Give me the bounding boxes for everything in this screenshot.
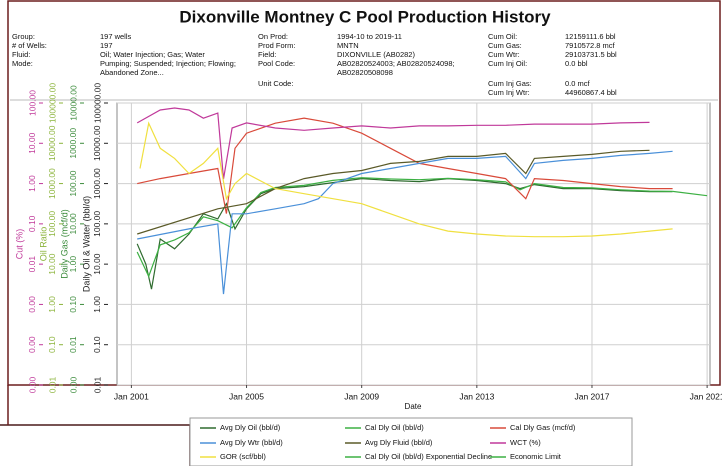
y-tick-label: 0.01: [27, 256, 37, 273]
y-tick-label: 100.00: [27, 90, 37, 116]
info-label: Group:: [12, 32, 35, 41]
y-tick-label: 0.10: [92, 336, 102, 353]
info-value: DIXONVILLE (AB0282): [337, 50, 415, 59]
info-label: Cum Oil:: [488, 32, 517, 41]
legend-label: WCT (%): [510, 438, 541, 447]
series-line: [137, 117, 673, 214]
legend-label: Avg Dly Oil (bbl/d): [220, 423, 281, 432]
plot-area: [116, 102, 711, 386]
info-value: Pumping; Suspended; Injection; Flowing;: [100, 59, 236, 68]
info-label: Cum Inj Gas:: [488, 79, 532, 88]
legend-label: Cal Dly Oil (bbl/d) Exponential Decline: [365, 452, 492, 461]
info-label: Cum Wtr:: [488, 50, 520, 59]
y-tick-label: 0.00: [27, 296, 37, 313]
y-tick-label: 1000.00: [68, 128, 78, 159]
info-value: 197: [100, 41, 113, 50]
info-label: Fluid:: [12, 50, 30, 59]
y-axis-title: Daily Gas (mcf/d): [59, 209, 69, 279]
info-value: 0.0 mcf: [565, 79, 591, 88]
info-value: AB02820524003; AB02820524098;: [337, 59, 455, 68]
plot-lines: [136, 107, 708, 295]
y-tick-label: 10000.00: [68, 85, 78, 121]
y-tick-label: 10.00: [92, 253, 102, 275]
info-value: 197 wells: [100, 32, 132, 41]
y-tick-label: 10.00: [47, 253, 57, 275]
info-label: Pool Code:: [258, 59, 295, 68]
y-tick-label: 1.00: [92, 296, 102, 313]
info-label: Field:: [258, 50, 276, 59]
x-axis-title: Date: [405, 402, 422, 411]
y-tick-label: 0.00: [27, 336, 37, 353]
y-tick-label: 0.10: [47, 336, 57, 353]
info-value: 44960867.4 bbl: [565, 88, 617, 97]
y-tick-label: 0.10: [68, 296, 78, 313]
x-tick-label: Jan 2017: [574, 391, 609, 401]
x-tick-label: Jan 2013: [459, 391, 494, 401]
y-tick-label: 1.00: [68, 256, 78, 273]
y-tick-label: 10.00: [68, 213, 78, 235]
y-tick-label: 1000.00: [47, 168, 57, 199]
legend-label: Avg Dly Wtr (bbl/d): [220, 438, 283, 447]
info-value: 29103731.5 bbl: [565, 50, 617, 59]
x-tick-label: Jan 2001: [114, 391, 149, 401]
y-tick-label: 0.01: [68, 336, 78, 353]
legend-box: [189, 417, 633, 466]
info-value: Abandoned Zone...: [100, 68, 164, 77]
info-label: Prod Form:: [258, 41, 296, 50]
y-axis-title: Daily Oil & Water (bbl/d): [81, 196, 91, 292]
info-label: Cum Inj Wtr:: [488, 88, 530, 97]
info-value: 7910572.8 mcf: [565, 41, 616, 50]
series-line: [139, 121, 673, 238]
y-tick-label: 0.01: [47, 376, 57, 393]
series-line: [136, 177, 673, 290]
y-tick-label: 10000.00: [47, 125, 57, 161]
legend-label: Cal Dly Gas (mcf/d): [510, 423, 576, 432]
legend-label: Economic Limit: [510, 452, 562, 461]
chart-title: Dixonville Montney C Pool Production His…: [179, 7, 551, 26]
info-label: Mode:: [12, 59, 33, 68]
x-tick-label: Jan 2009: [344, 391, 379, 401]
y-tick-label: 100000.00: [47, 83, 57, 123]
y-tick-label: 100.00: [92, 211, 102, 237]
info-value: 1994-10 to 2019-11: [337, 32, 402, 41]
y-tick-label: 100000.00: [92, 83, 102, 123]
y-axis-title: Cut (%): [14, 229, 24, 260]
y-tick-label: 1.00: [47, 296, 57, 313]
y-tick-label: 0.01: [92, 376, 102, 393]
series-line: [672, 190, 708, 197]
info-label: Unit Code:: [258, 79, 293, 88]
x-tick-label: Jan 2005: [229, 391, 264, 401]
legend-label: Cal Dly Oil (bbl/d): [365, 423, 424, 432]
info-label: Cum Gas:: [488, 41, 522, 50]
info-value: 12159111.6 bbl: [565, 32, 616, 41]
info-value: 0.0 bbl: [565, 59, 588, 68]
info-value: AB02820508098: [337, 68, 393, 77]
series-line: [137, 150, 673, 295]
info-label: # of Wells:: [12, 41, 47, 50]
panel-edge: [0, 424, 191, 466]
y-tick-label: 100.00: [47, 211, 57, 237]
y-tick-label: 1.00: [27, 175, 37, 192]
info-label: Cum Inj Oil:: [488, 59, 527, 68]
legend-label: GOR (scf/bbl): [220, 452, 266, 461]
x-tick-label: Jan 2021: [690, 391, 722, 401]
y-tick-label: 100.00: [68, 170, 78, 196]
series-line: [137, 149, 650, 235]
y-axis-title: Oil Ratio: [38, 227, 48, 262]
y-tick-label: 10000.00: [92, 125, 102, 161]
info-value: MNTN: [337, 41, 359, 50]
y-tick-label: 1000.00: [92, 168, 102, 199]
info-label: On Prod:: [258, 32, 288, 41]
y-tick-label: 0.00: [27, 376, 37, 393]
series-line: [136, 107, 650, 180]
y-tick-label: 0.00: [68, 376, 78, 393]
info-value: Oil; Water Injection; Gas; Water: [100, 50, 205, 59]
y-tick-label: 10.00: [27, 132, 37, 154]
legend-label: Avg Dly Fluid (bbl/d): [365, 438, 433, 447]
y-tick-label: 0.10: [27, 215, 37, 232]
